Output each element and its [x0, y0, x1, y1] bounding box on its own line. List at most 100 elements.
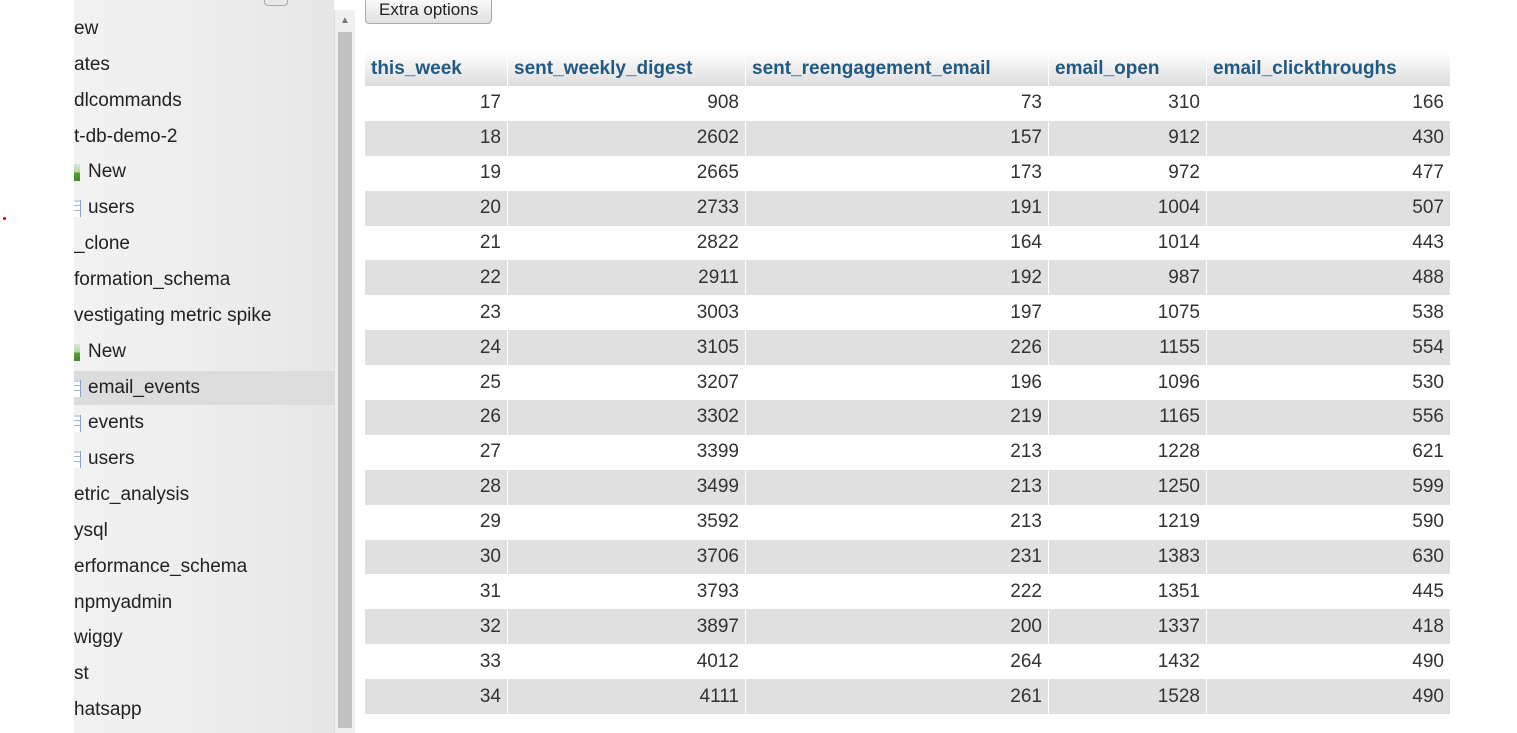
table-cell-sent-reengagement-email[interactable]: 73 [745, 86, 1049, 121]
table-cell-email-open[interactable]: 912 [1048, 120, 1207, 156]
table-cell-this-week[interactable]: 24 [365, 330, 508, 366]
table-cell-this-week[interactable]: 33 [365, 644, 508, 680]
nav-item-email-events[interactable]: email_events [74, 370, 334, 405]
table-row[interactable]: 27 3399 213 1228 621 [365, 434, 1451, 470]
table-cell-sent-reengagement-email[interactable]: 213 [745, 469, 1049, 505]
table-cell-sent-weekly-digest[interactable]: 3003 [507, 295, 746, 331]
table-cell-sent-weekly-digest[interactable]: 3592 [507, 504, 746, 540]
table-cell-email-clickthroughs[interactable]: 477 [1206, 155, 1451, 191]
table-row[interactable]: 29 3592 213 1219 590 [365, 504, 1451, 540]
table-cell-this-week[interactable]: 34 [365, 679, 508, 715]
table-row[interactable]: 31 3793 222 1351 445 [365, 574, 1451, 610]
table-cell-sent-weekly-digest[interactable]: 2665 [507, 155, 746, 191]
table-row[interactable]: 34 4111 261 1528 490 [365, 679, 1451, 715]
table-cell-this-week[interactable]: 30 [365, 539, 508, 575]
table-cell-email-clickthroughs[interactable]: 530 [1206, 365, 1451, 401]
table-cell-email-clickthroughs[interactable]: 490 [1206, 644, 1451, 680]
table-cell-sent-reengagement-email[interactable]: 196 [745, 365, 1049, 401]
table-cell-sent-reengagement-email[interactable]: 231 [745, 539, 1049, 575]
nav-collapse-button[interactable] [264, 0, 288, 6]
table-cell-email-clickthroughs[interactable]: 538 [1206, 295, 1451, 331]
table-row[interactable]: 26 3302 219 1165 556 [365, 400, 1451, 435]
table-cell-email-clickthroughs[interactable]: 418 [1206, 609, 1451, 645]
table-cell-email-clickthroughs[interactable]: 507 [1206, 190, 1451, 226]
table-row[interactable]: 22 2911 192 987 488 [365, 260, 1451, 296]
table-row[interactable]: 21 2822 164 1014 443 [365, 225, 1451, 261]
table-cell-this-week[interactable]: 25 [365, 365, 508, 401]
table-cell-sent-reengagement-email[interactable]: 191 [745, 190, 1049, 226]
table-cell-sent-reengagement-email[interactable]: 261 [745, 679, 1049, 715]
table-cell-sent-weekly-digest[interactable]: 4012 [507, 644, 746, 680]
table-row[interactable]: 32 3897 200 1337 418 [365, 609, 1451, 645]
table-cell-sent-weekly-digest[interactable]: 3399 [507, 434, 746, 470]
table-cell-sent-reengagement-email[interactable]: 192 [745, 260, 1049, 296]
table-cell-email-open[interactable]: 1528 [1048, 679, 1207, 715]
table-cell-sent-reengagement-email[interactable]: 197 [745, 295, 1049, 331]
table-cell-email-clickthroughs[interactable]: 445 [1206, 574, 1451, 610]
table-cell-this-week[interactable]: 29 [365, 504, 508, 540]
table-cell-this-week[interactable]: 26 [365, 400, 508, 435]
table-cell-this-week[interactable]: 27 [365, 434, 508, 470]
table-cell-sent-weekly-digest[interactable]: 3897 [507, 609, 746, 645]
table-cell-sent-reengagement-email[interactable]: 200 [745, 609, 1049, 645]
table-cell-email-clickthroughs[interactable]: 488 [1206, 260, 1451, 296]
table-cell-sent-weekly-digest[interactable]: 2733 [507, 190, 746, 226]
table-cell-email-clickthroughs[interactable]: 166 [1206, 86, 1451, 121]
table-cell-email-open[interactable]: 1228 [1048, 434, 1207, 470]
table-row[interactable]: 24 3105 226 1155 554 [365, 330, 1451, 366]
table-cell-this-week[interactable]: 17 [365, 86, 508, 121]
table-row[interactable]: 20 2733 191 1004 507 [365, 190, 1451, 226]
table-cell-email-open[interactable]: 1351 [1048, 574, 1207, 610]
table-cell-this-week[interactable]: 22 [365, 260, 508, 296]
table-cell-sent-weekly-digest[interactable]: 3499 [507, 469, 746, 505]
table-cell-this-week[interactable]: 32 [365, 609, 508, 645]
table-cell-email-clickthroughs[interactable]: 556 [1206, 400, 1451, 435]
table-cell-this-week[interactable]: 28 [365, 469, 508, 505]
table-cell-sent-weekly-digest[interactable]: 3302 [507, 400, 746, 435]
table-cell-email-clickthroughs[interactable]: 630 [1206, 539, 1451, 575]
table-cell-email-open[interactable]: 1155 [1048, 330, 1207, 366]
table-cell-sent-weekly-digest[interactable]: 3793 [507, 574, 746, 610]
table-cell-sent-weekly-digest[interactable]: 2602 [507, 120, 746, 156]
table-cell-sent-reengagement-email[interactable]: 219 [745, 400, 1049, 435]
table-cell-sent-reengagement-email[interactable]: 264 [745, 644, 1049, 680]
column-header-sent-reengagement-email[interactable]: sent_reengagement_email [745, 51, 1049, 86]
table-cell-this-week[interactable]: 18 [365, 120, 508, 156]
table-cell-email-open[interactable]: 1383 [1048, 539, 1207, 575]
table-cell-email-open[interactable]: 1004 [1048, 190, 1207, 226]
column-header-this-week[interactable]: this_week [365, 51, 508, 86]
table-cell-email-open[interactable]: 310 [1048, 86, 1207, 121]
scroll-thumb[interactable] [338, 32, 352, 728]
table-cell-email-clickthroughs[interactable]: 621 [1206, 434, 1451, 470]
table-row[interactable]: 25 3207 196 1096 530 [365, 365, 1451, 401]
column-header-email-open[interactable]: email_open [1048, 51, 1207, 86]
table-cell-email-open[interactable]: 1432 [1048, 644, 1207, 680]
table-cell-email-open[interactable]: 1250 [1048, 469, 1207, 505]
table-row[interactable]: 28 3499 213 1250 599 [365, 469, 1451, 505]
table-row[interactable]: 17 908 73 310 166 [365, 86, 1451, 121]
table-cell-email-clickthroughs[interactable]: 554 [1206, 330, 1451, 366]
table-cell-sent-reengagement-email[interactable]: 226 [745, 330, 1049, 366]
table-cell-sent-weekly-digest[interactable]: 2822 [507, 225, 746, 261]
table-cell-email-open[interactable]: 1337 [1048, 609, 1207, 645]
table-cell-this-week[interactable]: 20 [365, 190, 508, 226]
table-cell-sent-weekly-digest[interactable]: 3105 [507, 330, 746, 366]
scroll-up-arrow-icon[interactable]: ▲ [340, 15, 350, 26]
table-cell-this-week[interactable]: 19 [365, 155, 508, 191]
table-cell-email-clickthroughs[interactable]: 590 [1206, 504, 1451, 540]
table-cell-sent-weekly-digest[interactable]: 908 [507, 86, 746, 121]
table-cell-sent-weekly-digest[interactable]: 4111 [507, 679, 746, 715]
table-cell-email-open[interactable]: 1165 [1048, 400, 1207, 435]
table-cell-email-clickthroughs[interactable]: 490 [1206, 679, 1451, 715]
table-cell-sent-reengagement-email[interactable]: 164 [745, 225, 1049, 261]
table-row[interactable]: 30 3706 231 1383 630 [365, 539, 1451, 575]
table-cell-email-open[interactable]: 972 [1048, 155, 1207, 191]
table-cell-sent-reengagement-email[interactable]: 222 [745, 574, 1049, 610]
table-cell-email-open[interactable]: 1075 [1048, 295, 1207, 331]
table-cell-this-week[interactable]: 21 [365, 225, 508, 261]
table-cell-sent-reengagement-email[interactable]: 213 [745, 504, 1049, 540]
table-cell-sent-weekly-digest[interactable]: 3706 [507, 539, 746, 575]
table-cell-email-clickthroughs[interactable]: 430 [1206, 120, 1451, 156]
table-cell-sent-reengagement-email[interactable]: 213 [745, 434, 1049, 470]
table-row[interactable]: 19 2665 173 972 477 [365, 155, 1451, 191]
